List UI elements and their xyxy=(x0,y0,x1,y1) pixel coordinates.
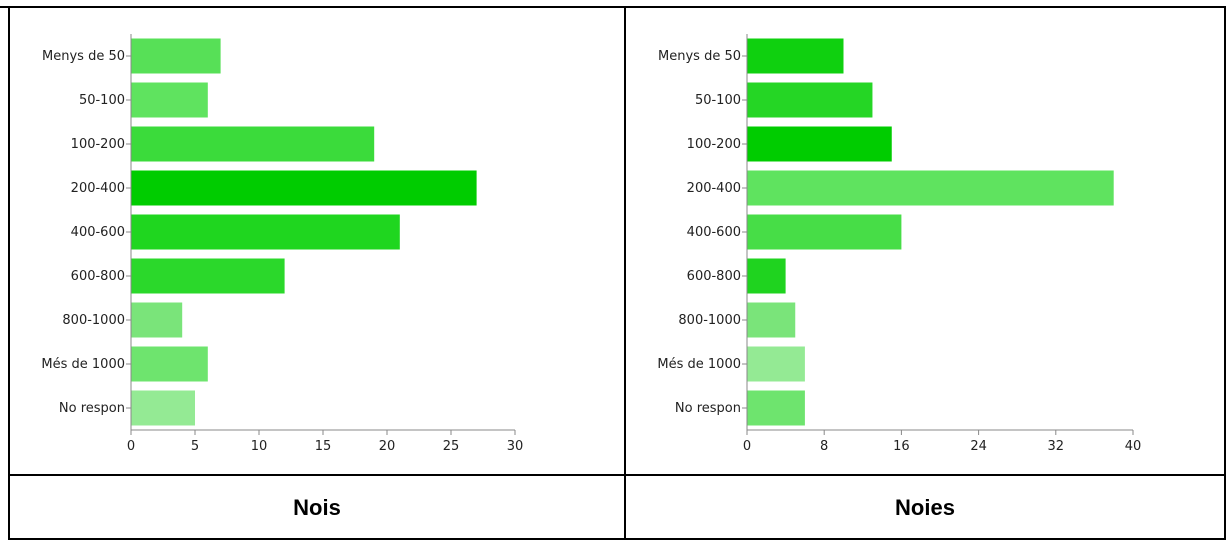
chart-nois: Menys de 50 50-100 100-200 200-400 400-600 60… xyxy=(41,34,524,454)
bar-6 xyxy=(747,302,796,338)
category-label-4: 400-600 xyxy=(687,225,741,240)
bar-5 xyxy=(131,258,285,294)
x-tick-label-6: 30 xyxy=(507,439,524,454)
category-label-3: 200-400 xyxy=(71,181,125,196)
bar-3 xyxy=(747,170,1114,206)
chart-noies: Menys de 50 50-100 100-200 200-400 400-600 60… xyxy=(657,34,1142,454)
x-tick-label-3: 24 xyxy=(970,439,987,454)
x-tick-label-2: 10 xyxy=(251,439,268,454)
category-label-1: 50-100 xyxy=(79,93,125,108)
category-label-8: No respon xyxy=(59,401,125,416)
table-border-bottom xyxy=(8,538,1226,540)
bar-0 xyxy=(747,38,844,74)
x-tick-label-3: 15 xyxy=(315,439,332,454)
x-tick-label-5: 40 xyxy=(1125,439,1142,454)
category-label-7: Més de 1000 xyxy=(657,357,741,372)
bar-6 xyxy=(131,302,183,338)
category-label-7: Més de 1000 xyxy=(41,357,125,372)
bar-0 xyxy=(131,38,221,74)
bar-1 xyxy=(131,82,208,118)
bar-4 xyxy=(747,214,902,250)
caption-noies: Noies xyxy=(895,494,955,520)
category-label-6: 800-1000 xyxy=(62,313,125,328)
table-border-right xyxy=(1224,6,1226,540)
category-label-5: 600-800 xyxy=(71,269,125,284)
bar-3 xyxy=(131,170,477,206)
bar-4 xyxy=(131,214,400,250)
x-tick-label-0: 0 xyxy=(743,439,751,454)
bar-5 xyxy=(747,258,786,294)
bar-2 xyxy=(747,126,892,162)
category-label-0: Menys de 50 xyxy=(658,49,741,64)
category-label-4: 400-600 xyxy=(71,225,125,240)
bar-7 xyxy=(747,346,805,382)
x-tick-label-1: 8 xyxy=(820,439,828,454)
caption-nois: Nois xyxy=(293,494,341,520)
category-label-5: 600-800 xyxy=(687,269,741,284)
x-tick-label-4: 32 xyxy=(1048,439,1065,454)
bar-2 xyxy=(131,126,375,162)
table-border-left xyxy=(8,6,10,540)
x-tick-label-4: 20 xyxy=(379,439,396,454)
bar-1 xyxy=(747,82,873,118)
x-tick-label-0: 0 xyxy=(127,439,135,454)
bar-8 xyxy=(747,390,805,426)
category-label-3: 200-400 xyxy=(687,181,741,196)
table-border-middle xyxy=(8,474,1226,476)
category-label-1: 50-100 xyxy=(695,93,741,108)
category-label-8: No respon xyxy=(675,401,741,416)
table-border-top xyxy=(0,6,1226,8)
bar-8 xyxy=(131,390,195,426)
x-tick-label-5: 25 xyxy=(443,439,460,454)
category-label-2: 100-200 xyxy=(71,137,125,152)
category-label-2: 100-200 xyxy=(687,137,741,152)
category-label-0: Menys de 50 xyxy=(42,49,125,64)
x-tick-label-2: 16 xyxy=(893,439,910,454)
table-border-center xyxy=(624,6,626,540)
bar-7 xyxy=(131,346,208,382)
x-tick-label-1: 5 xyxy=(191,439,199,454)
category-label-6: 800-1000 xyxy=(678,313,741,328)
